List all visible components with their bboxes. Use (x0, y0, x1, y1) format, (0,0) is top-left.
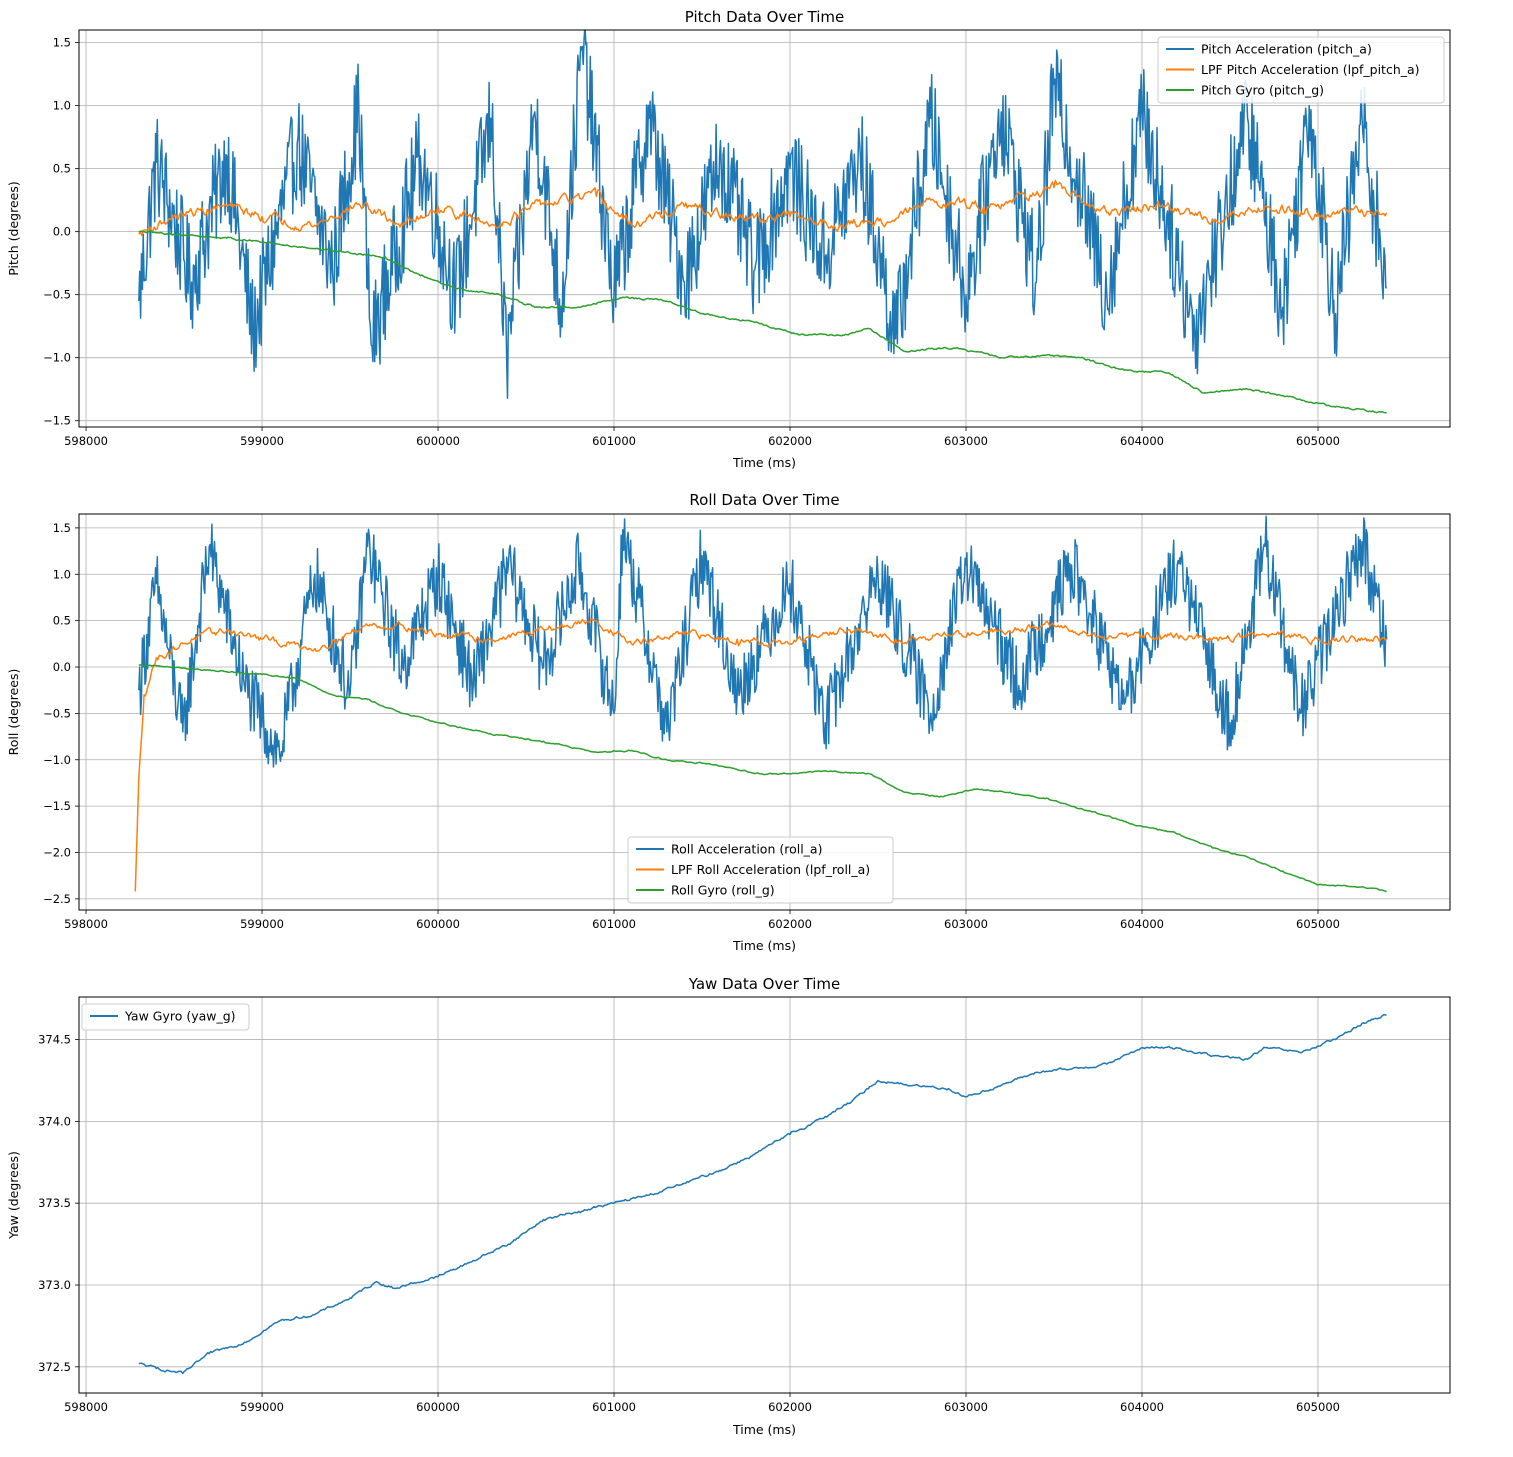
pitch-x-tick-label: 603000 (944, 434, 988, 448)
roll-legend-label-1: LPF Roll Acceleration (lpf_roll_a) (671, 862, 870, 877)
roll-x-tick-label: 598000 (64, 917, 108, 931)
roll-legend-box (627, 836, 894, 904)
roll-chart-title: Roll Data Over Time (689, 491, 839, 509)
pitch-y-tick-label: −0.5 (43, 288, 71, 302)
roll-chart-panel: 598000 599000 600000 601000 602000 603000 6040… (6, 491, 1451, 953)
roll-y-tick-label: −1.0 (43, 753, 71, 767)
pitch-chart-panel: 598000 599000 600000 601000 602000 603000 6040… (6, 8, 1451, 470)
pitch-legend-label-2: Pitch Gyro (pitch_g) (1201, 83, 1324, 98)
pitch-y-axis-label: Pitch (degrees) (6, 181, 21, 275)
yaw-y-tick-label: 374.5 (38, 1033, 71, 1047)
yaw-chart-title: Yaw Data Over Time (688, 975, 840, 993)
roll-series-line-0 (138, 515, 1388, 768)
pitch-legend-label-1: LPF Pitch Acceleration (lpf_pitch_a) (1201, 62, 1420, 77)
roll-y-tick-label: −1.5 (43, 799, 71, 813)
roll-y-tick-label: 0.5 (53, 614, 71, 628)
pitch-x-tick-label: 600000 (416, 434, 460, 448)
pitch-x-tick-label: 598000 (64, 434, 108, 448)
roll-y-tick-label: −2.0 (43, 846, 71, 860)
yaw-series-line-0 (138, 1013, 1387, 1375)
roll-y-tick-label: 0.0 (53, 660, 71, 674)
roll-x-tick-label: 599000 (240, 917, 284, 931)
roll-y-tick-label: −2.5 (43, 892, 71, 906)
roll-series-line-1 (134, 618, 1387, 892)
pitch-legend-box (1157, 36, 1445, 104)
roll-x-tick-label: 603000 (944, 917, 988, 931)
yaw-legend-box (81, 1003, 250, 1031)
yaw-y-axis-label: Yaw (degrees) (6, 1151, 21, 1240)
pitch-x-tick-label: 602000 (768, 434, 812, 448)
roll-legend-label-0: Roll Acceleration (roll_a) (671, 842, 822, 857)
roll-legend-label-2: Roll Gyro (roll_g) (671, 883, 775, 898)
yaw-legend: Yaw Gyro (yaw_g) (81, 1003, 250, 1031)
roll-x-tick-label: 602000 (768, 917, 812, 931)
roll-plot-frame (78, 513, 1451, 911)
roll-x-tick-label: 601000 (592, 917, 636, 931)
yaw-y-tick-label: 373.0 (38, 1278, 71, 1292)
pitch-x-tick-label: 601000 (592, 434, 636, 448)
yaw-chart-panel: 598000 599000 600000 601000 602000 603000 6040… (6, 975, 1451, 1437)
yaw-y-tick-label: 373.5 (38, 1196, 71, 1210)
pitch-x-tick-label: 605000 (1296, 434, 1340, 448)
yaw-x-tick-label: 602000 (768, 1400, 812, 1414)
yaw-x-tick-label: 603000 (944, 1400, 988, 1414)
roll-series-line-2 (138, 664, 1387, 893)
pitch-y-tick-label: 1.5 (53, 36, 71, 50)
roll-x-tick-label: 600000 (416, 917, 460, 931)
pitch-y-tick-label: 0.0 (53, 225, 71, 239)
pitch-x-axis-label: Time (ms) (732, 455, 796, 470)
pitch-plot-frame (78, 29, 1451, 428)
pitch-series-line-1 (138, 179, 1388, 236)
pitch-y-tick-label: 0.5 (53, 162, 71, 176)
yaw-y-tick-label: 372.5 (38, 1360, 71, 1374)
roll-y-tick-label: 1.5 (53, 521, 71, 535)
pitch-x-tick-label: 604000 (1120, 434, 1164, 448)
yaw-plot-frame (78, 996, 1451, 1394)
yaw-y-tick-label: 374.0 (38, 1114, 71, 1128)
pitch-y-tick-label: −1.5 (43, 414, 71, 428)
roll-x-tick-label: 605000 (1296, 917, 1340, 931)
pitch-y-tick-label: −1.0 (43, 351, 71, 365)
yaw-x-tick-label: 605000 (1296, 1400, 1340, 1414)
pitch-legend-label-0: Pitch Acceleration (pitch_a) (1201, 42, 1372, 57)
yaw-x-tick-label: 600000 (416, 1400, 460, 1414)
yaw-x-tick-label: 601000 (592, 1400, 636, 1414)
roll-y-axis-label: Roll (degrees) (6, 669, 21, 756)
pitch-legend: Pitch Acceleration (pitch_a) LPF Pitch Ac… (1157, 36, 1445, 104)
yaw-legend-label-0: Yaw Gyro (yaw_g) (124, 1009, 236, 1024)
pitch-series-line-0 (138, 30, 1388, 400)
pitch-chart-title: Pitch Data Over Time (685, 8, 844, 26)
roll-x-tick-label: 604000 (1120, 917, 1164, 931)
roll-legend: Roll Acceleration (roll_a) LPF Roll Accel… (627, 836, 894, 904)
pitch-x-tick-label: 599000 (240, 434, 284, 448)
yaw-x-tick-label: 604000 (1120, 1400, 1164, 1414)
yaw-x-tick-label: 599000 (240, 1400, 284, 1414)
pitch-y-tick-label: 1.0 (53, 99, 71, 113)
pitch-series-line-2 (138, 230, 1387, 414)
roll-y-tick-label: 1.0 (53, 567, 71, 581)
yaw-x-tick-label: 598000 (64, 1400, 108, 1414)
roll-y-tick-label: −0.5 (43, 706, 71, 720)
roll-x-axis-label: Time (ms) (732, 938, 796, 953)
yaw-x-axis-label: Time (ms) (732, 1422, 796, 1437)
